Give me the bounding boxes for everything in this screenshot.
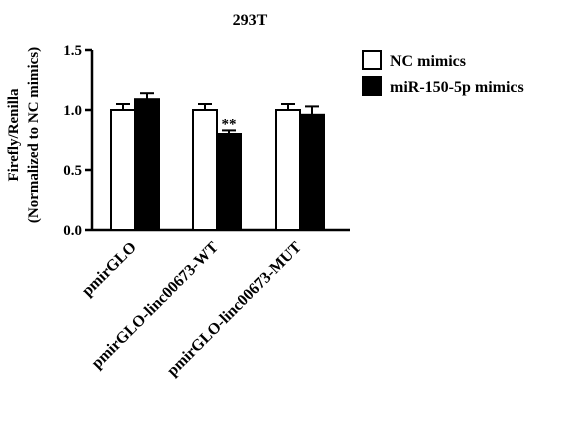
x-tick-label: pmirGLO-linc00673-MUT: [164, 239, 305, 380]
bar-nc-mimics: [192, 109, 218, 231]
x-tick-label: pmirGLO: [79, 239, 140, 300]
x-tick-labels: pmirGLOpmirGLO-linc00673-WTpmirGLO-linc0…: [79, 239, 305, 380]
y-axis-label: Firefly/Renilla (Normalized to NC mimics…: [6, 47, 42, 223]
legend-label: miR-150-5p mimics: [390, 79, 524, 96]
bar-mir-150-5p-mimics: [299, 113, 325, 231]
x-tick-label-group: pmirGLO-linc00673-MUT: [164, 239, 305, 380]
legend-swatch: [362, 50, 382, 70]
bar-mir-150-5p-mimics: [134, 98, 160, 231]
legend-label: NC mimics: [390, 53, 466, 70]
bars: **: [110, 92, 325, 231]
legend: NC mimics miR-150-5p mimics: [362, 50, 524, 96]
bar-nc-mimics: [110, 109, 136, 231]
y-axis-label-line2: (Normalized to NC mimics): [26, 47, 42, 223]
chart-title: 293T: [233, 12, 268, 29]
bar-nc-mimics: [275, 109, 301, 231]
significance-marker: **: [222, 116, 237, 132]
x-tick-label-group: pmirGLO: [79, 239, 140, 300]
y-tick-label: 0.0: [63, 223, 82, 239]
y-tick-label: 1.0: [63, 103, 82, 119]
y-tick-label: 1.5: [63, 43, 82, 59]
y-axis-label-line1: Firefly/Renilla: [6, 88, 22, 182]
y-tick-label: 0.5: [63, 163, 82, 179]
bar-mir-150-5p-mimics: [216, 133, 242, 231]
legend-swatch: [362, 76, 382, 96]
